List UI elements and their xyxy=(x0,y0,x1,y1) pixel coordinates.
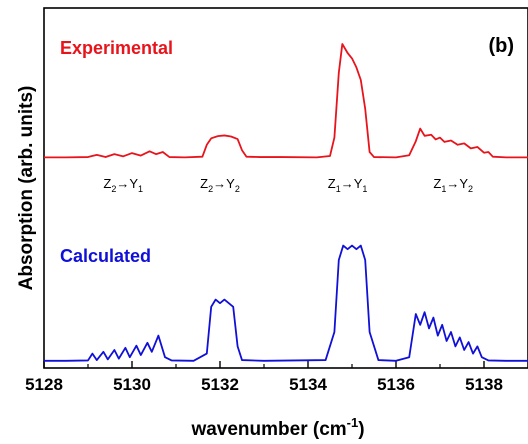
x-tick-label: 5136 xyxy=(377,375,415,394)
x-axis-title: wavenumber (cm-1) xyxy=(190,415,364,440)
transition-label-z2-y2: Z2→Y2 xyxy=(200,176,240,194)
x-axis-title-main: wavenumber (cm xyxy=(190,419,346,440)
series-line-experimental xyxy=(44,43,528,159)
series-label-calculated: Calculated xyxy=(60,246,151,266)
x-axis-ticks: 5128 5130 5132 5134 5136 5138 xyxy=(25,361,503,394)
x-tick-label: 5130 xyxy=(113,375,151,394)
x-tick-label: 5134 xyxy=(289,375,327,394)
series-label-experimental: Experimental xyxy=(60,38,173,58)
transition-label-z1-y1: Z1→Y1 xyxy=(328,176,368,194)
panel-label: (b) xyxy=(488,35,514,57)
y-axis-title: Absorption (arb. units) xyxy=(16,86,37,291)
x-tick-label: 5132 xyxy=(201,375,239,394)
x-tick-label: 5138 xyxy=(465,375,503,394)
x-tick-label: 5128 xyxy=(25,375,63,394)
series-layer xyxy=(44,43,528,362)
transition-label-z1-y2: Z1→Y2 xyxy=(433,176,473,194)
series-line-calculated xyxy=(44,244,528,362)
x-axis-title-end: ) xyxy=(358,419,364,440)
plot-frame xyxy=(43,7,528,369)
x-axis-title-sup: -1 xyxy=(347,415,359,430)
transition-label-z2-y1: Z2→Y1 xyxy=(103,176,143,194)
